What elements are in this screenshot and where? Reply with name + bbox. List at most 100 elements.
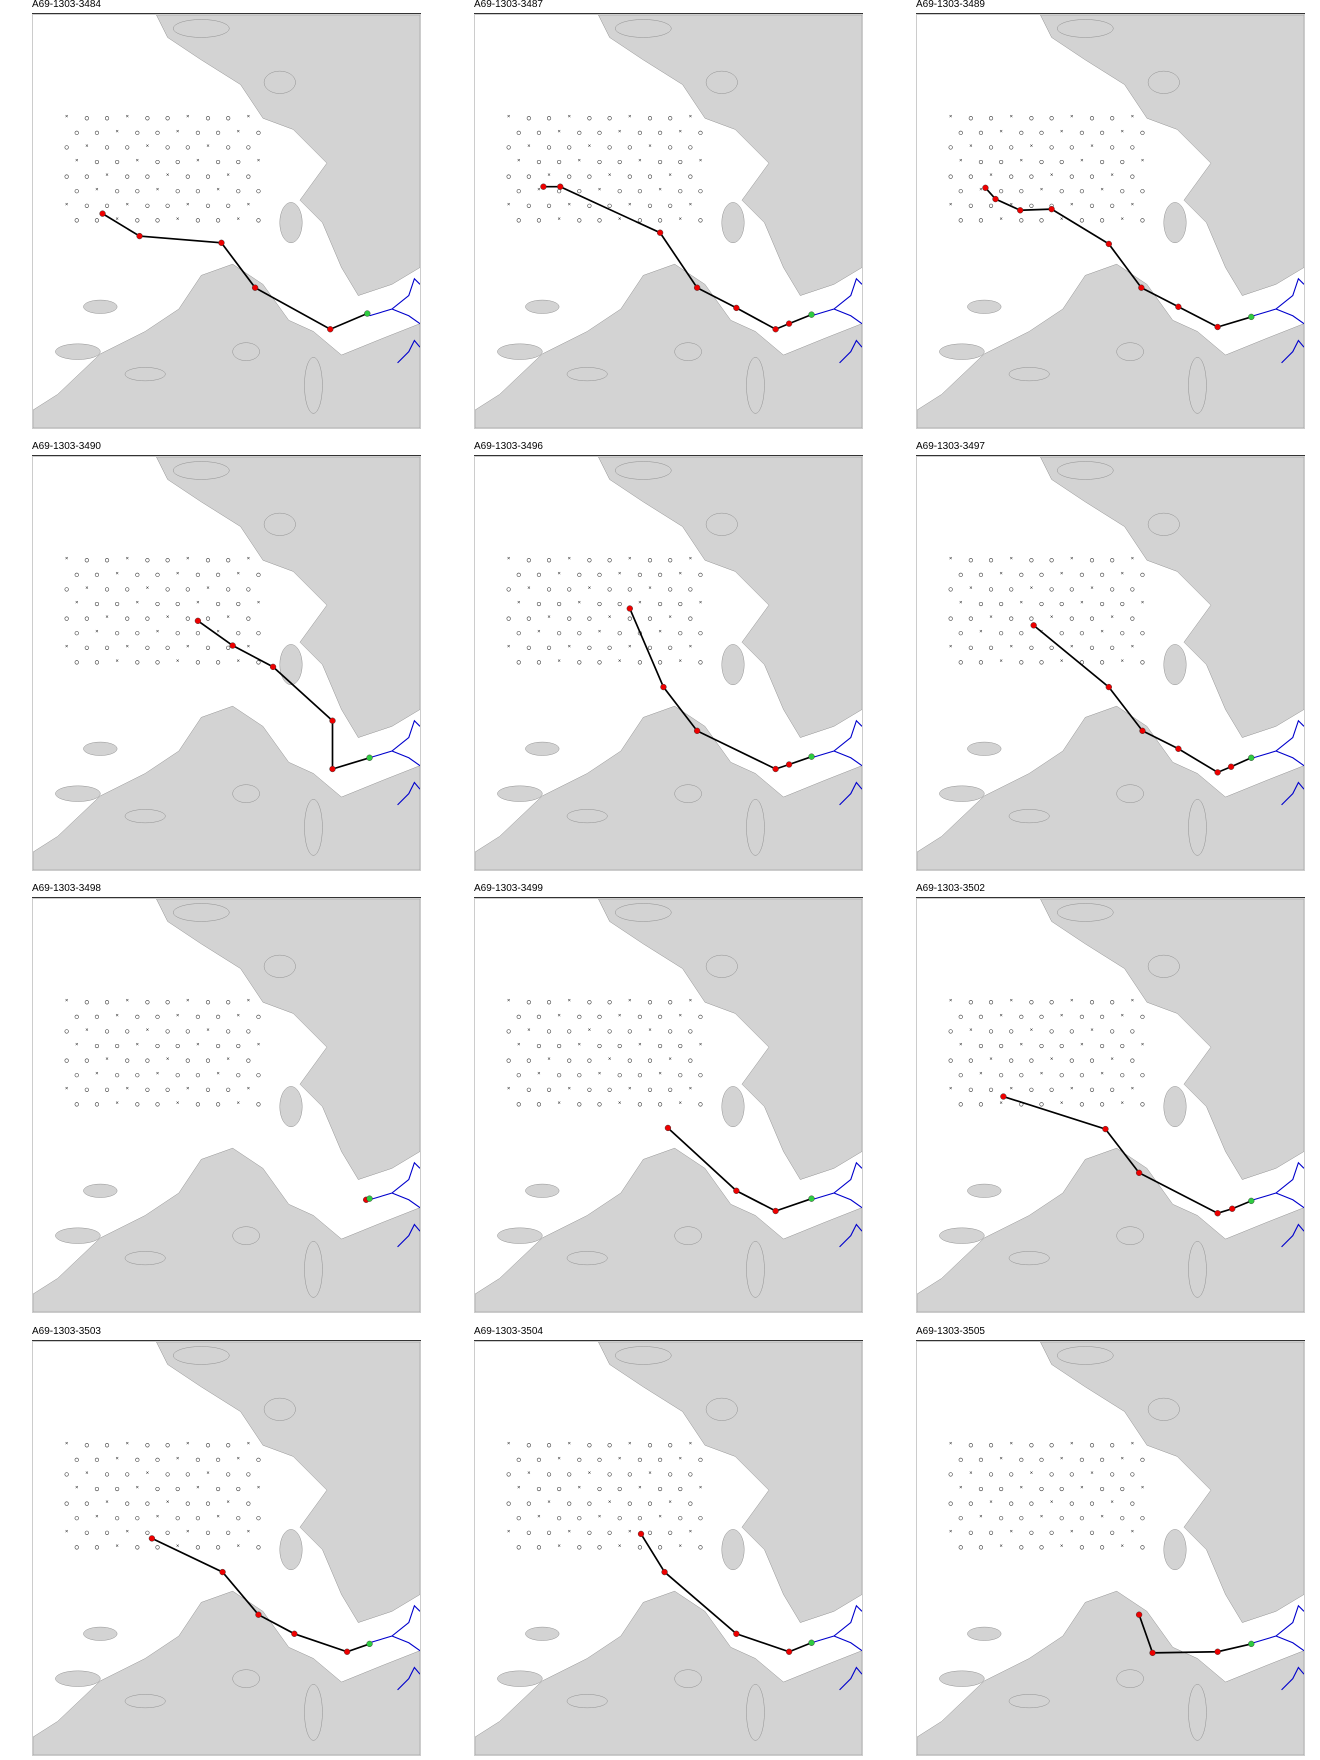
track bbox=[1138, 1614, 1252, 1654]
receiver bbox=[216, 1457, 221, 1462]
island bbox=[279, 644, 303, 686]
receiver bbox=[516, 218, 521, 223]
receiver bbox=[1120, 159, 1125, 165]
receiver bbox=[165, 1029, 170, 1034]
island bbox=[232, 1226, 260, 1245]
receiver: × bbox=[618, 129, 621, 135]
receiver: × bbox=[979, 1071, 982, 1077]
detection bbox=[1175, 745, 1182, 752]
receiver: × bbox=[65, 1529, 68, 1535]
land bbox=[33, 705, 420, 870]
island bbox=[497, 1670, 543, 1687]
receiver bbox=[135, 1545, 140, 1550]
receiver: × bbox=[658, 629, 661, 635]
receiver bbox=[1079, 1073, 1084, 1078]
receiver bbox=[236, 1043, 241, 1049]
receiver bbox=[1059, 189, 1064, 194]
receiver bbox=[597, 660, 602, 665]
receiver bbox=[1079, 572, 1084, 577]
receiver bbox=[617, 601, 622, 607]
map: × × × × × × × × × × × × × × × × × × × × × × × × × × × bbox=[916, 898, 1305, 1313]
receiver: × bbox=[1070, 998, 1073, 1004]
receiver bbox=[668, 1000, 673, 1005]
receiver: × bbox=[1030, 1027, 1033, 1033]
receiver bbox=[104, 1087, 110, 1092]
receiver bbox=[1029, 1501, 1034, 1506]
receiver: × bbox=[115, 571, 118, 577]
receiver: × bbox=[507, 202, 510, 208]
receiver: × bbox=[638, 600, 641, 606]
receiver bbox=[125, 1058, 130, 1063]
receiver: × bbox=[618, 1100, 621, 1106]
receiver bbox=[516, 660, 521, 665]
receiver bbox=[84, 645, 89, 650]
receiver bbox=[1089, 174, 1095, 179]
receiver bbox=[607, 1530, 612, 1535]
receiver bbox=[1079, 218, 1084, 223]
receiver bbox=[74, 218, 79, 223]
receiver bbox=[175, 631, 180, 636]
receiver bbox=[205, 1501, 211, 1506]
island bbox=[746, 1684, 765, 1741]
receiver: × bbox=[679, 1456, 682, 1462]
detection bbox=[255, 1611, 262, 1618]
receiver bbox=[688, 145, 693, 150]
island bbox=[124, 367, 166, 382]
receiver bbox=[597, 1014, 602, 1019]
receiver bbox=[1029, 203, 1034, 208]
receiver bbox=[948, 616, 953, 621]
receiver bbox=[135, 572, 140, 577]
island bbox=[1163, 644, 1187, 686]
river bbox=[839, 781, 862, 806]
receiver: × bbox=[126, 1441, 129, 1447]
receiver bbox=[948, 1029, 953, 1034]
track bbox=[667, 1127, 812, 1212]
receiver: × bbox=[979, 187, 982, 193]
receiver bbox=[155, 1014, 160, 1019]
receiver bbox=[1039, 159, 1044, 165]
receiver bbox=[216, 1102, 221, 1107]
receiver: × bbox=[507, 1086, 510, 1092]
receiver bbox=[1130, 587, 1135, 592]
receiver: × bbox=[949, 202, 952, 208]
receiver bbox=[195, 1073, 200, 1078]
map: × × × × × × × × × × × × × × × × × × × × × × × × × × × bbox=[916, 1341, 1305, 1756]
receiver: × bbox=[1060, 1100, 1063, 1106]
detection bbox=[1030, 622, 1037, 629]
receiver bbox=[587, 1000, 592, 1005]
receiver bbox=[647, 616, 653, 621]
receiver bbox=[115, 601, 120, 607]
receiver: × bbox=[1010, 1441, 1013, 1447]
receiver: × bbox=[669, 615, 672, 621]
receiver bbox=[165, 645, 170, 650]
receiver bbox=[658, 159, 663, 165]
receiver: × bbox=[1060, 1456, 1063, 1462]
receiver bbox=[617, 1073, 622, 1078]
receiver: × bbox=[166, 1057, 169, 1063]
map-panel: A69-1303-3484 × × × × × × × × × × × × × × × × × × × × × × × × × × × bbox=[32, 0, 421, 429]
receiver bbox=[236, 1486, 241, 1492]
receiver bbox=[155, 1545, 160, 1550]
receiver bbox=[607, 1029, 612, 1034]
river bbox=[369, 719, 420, 759]
receiver: × bbox=[257, 1485, 260, 1491]
receiver bbox=[688, 1472, 693, 1477]
receiver bbox=[135, 1014, 140, 1019]
island bbox=[674, 784, 702, 803]
receiver: × bbox=[1121, 1100, 1124, 1106]
receiver bbox=[74, 1457, 79, 1462]
receiver bbox=[968, 1443, 973, 1448]
receiver bbox=[526, 1087, 531, 1092]
receiver: × bbox=[1090, 585, 1093, 591]
release-point bbox=[1248, 1197, 1255, 1205]
release-point bbox=[364, 310, 371, 317]
receiver: × bbox=[85, 1027, 88, 1033]
receiver bbox=[958, 1073, 963, 1078]
receiver bbox=[1049, 558, 1054, 563]
receiver bbox=[978, 1102, 984, 1107]
receiver bbox=[958, 572, 963, 577]
receiver bbox=[567, 1029, 572, 1034]
receiver bbox=[968, 616, 973, 621]
receiver: × bbox=[949, 644, 952, 650]
receiver bbox=[1110, 645, 1115, 650]
